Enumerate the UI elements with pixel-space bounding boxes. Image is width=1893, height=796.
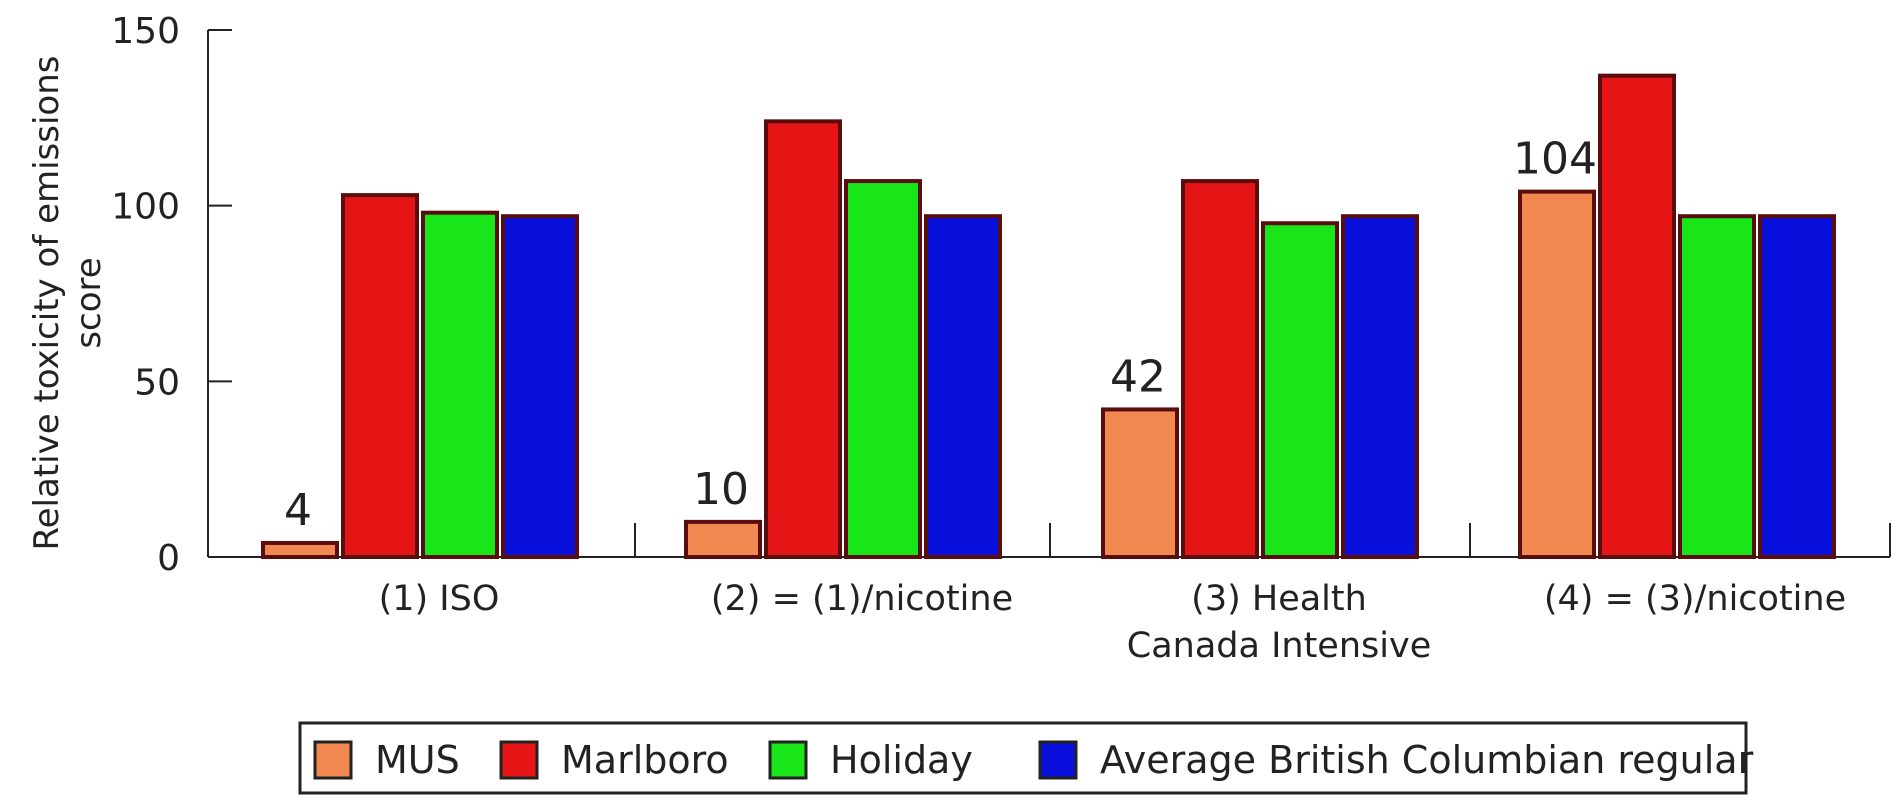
x-category-label-line: (1) ISO (379, 579, 500, 619)
bar-mus (1101, 407, 1179, 559)
data-labels: 4 10 42 104 (284, 134, 1597, 536)
bar-holiday (1261, 221, 1339, 559)
bar-mus (261, 540, 339, 559)
bars (261, 73, 1836, 559)
bar-holiday (1678, 214, 1756, 559)
legend: MUS Marlboro Holiday Average British Columb… (298, 721, 1754, 795)
bar-mus (684, 519, 762, 559)
bar-average-british-columbian-regular (1758, 214, 1836, 559)
x-category-label-line: Canada Intensive (1127, 626, 1431, 666)
bar-value-label: 4 (284, 485, 312, 536)
bar-marlboro (1598, 73, 1676, 559)
y-axis-title: Relative toxicity of emissionsscore (27, 56, 109, 551)
legend-label: Average British Columbian regular (1100, 738, 1754, 782)
bar-value-label: 42 (1110, 351, 1166, 402)
x-category-label-line: (4) = (3)/nicotine (1544, 579, 1846, 619)
legend-swatch (313, 740, 353, 780)
x-category-label: (3) Health Canada Intensive (1127, 579, 1431, 666)
x-category-label: (1) ISO (379, 579, 500, 619)
bar-mus (1518, 189, 1596, 559)
y-tick-label: 0 (157, 538, 180, 579)
legend-box (298, 721, 1748, 795)
x-category-label: (2) = (1)/nicotine (711, 579, 1013, 619)
bar-value-label: 10 (693, 464, 749, 515)
y-tick-label: 50 (134, 362, 180, 403)
bar-marlboro (1181, 179, 1259, 559)
bar-average-british-columbian-regular (501, 214, 579, 559)
bar-marlboro (764, 119, 842, 559)
legend-swatch (499, 740, 539, 780)
legend-label: MUS (375, 738, 460, 782)
x-category-label: (4) = (3)/nicotine (1544, 579, 1846, 619)
x-category-label-line: (2) = (1)/nicotine (711, 579, 1013, 619)
legend-swatch (1038, 740, 1078, 780)
y-axis-title-line: score (69, 257, 109, 348)
x-category-label-line: (3) Health (1191, 579, 1367, 619)
y-tick-label: 100 (111, 187, 180, 228)
bar-marlboro (341, 193, 419, 559)
bar-value-label: 104 (1513, 134, 1597, 185)
legend-label: Holiday (830, 738, 973, 782)
legend-label: Marlboro (561, 738, 729, 782)
bar-average-british-columbian-regular (924, 214, 1002, 559)
bar-holiday (844, 179, 922, 559)
y-tick-label: 150 (111, 11, 180, 52)
legend-swatch (768, 740, 808, 780)
bar-average-british-columbian-regular (1341, 214, 1419, 559)
bar-holiday (421, 210, 499, 559)
y-axis-title-line: Relative toxicity of emissions (27, 56, 67, 551)
